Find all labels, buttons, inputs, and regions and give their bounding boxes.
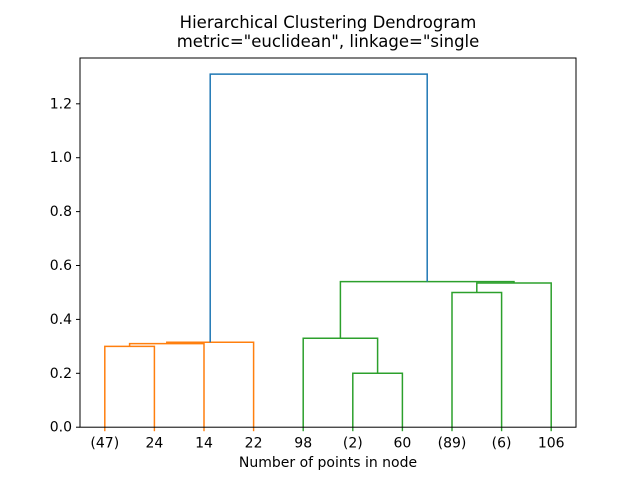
x-axis-label: Number of points in node <box>238 455 418 471</box>
y-axis-ticks <box>76 103 80 428</box>
y-tick-label: 0.6 <box>50 258 72 274</box>
dendrogram-link <box>352 372 404 428</box>
dendrogram-link <box>451 291 503 428</box>
x-tick-label: (47) <box>90 436 119 452</box>
x-tick-label: 60 <box>393 436 411 452</box>
y-tick-label: 1.0 <box>50 150 72 166</box>
y-tick-label: 0.4 <box>50 312 72 328</box>
x-axis-tick-labels: (47) 24 14 22 98 (2) 60 (89) (6) 106 <box>90 436 564 452</box>
y-tick-label: 0.8 <box>50 204 72 220</box>
dendrogram-link <box>302 337 379 428</box>
x-tick-label: 14 <box>195 436 213 452</box>
y-tick-label: 1.2 <box>50 96 72 112</box>
x-tick-label: 22 <box>245 436 263 452</box>
y-tick-label: 0.2 <box>50 366 72 382</box>
dendrogram-link <box>476 282 552 428</box>
dendrogram-link <box>209 73 428 343</box>
dendrogram-link <box>128 342 205 428</box>
x-tick-label: 98 <box>294 436 312 452</box>
x-tick-label: (6) <box>492 436 512 452</box>
chart-title: Hierarchical Clustering Dendrogram <box>179 13 477 32</box>
x-tick-label: (2) <box>343 436 363 452</box>
x-tick-label: 106 <box>538 436 565 452</box>
chart-subtitle: metric="euclidean", linkage="single <box>176 32 480 51</box>
x-axis-ticks <box>104 427 552 432</box>
dendrogram-link <box>339 280 515 339</box>
y-axis-tick-labels: 0.0 0.2 0.4 0.6 0.8 1.0 1.2 <box>50 96 72 435</box>
dendrogram-link <box>104 345 156 428</box>
x-tick-label: (89) <box>438 436 467 452</box>
dendrogram-links <box>104 73 552 428</box>
y-tick-label: 0.0 <box>50 420 72 436</box>
x-tick-label: 24 <box>145 436 163 452</box>
dendrogram-link <box>166 341 255 428</box>
axes-spine-box <box>79 57 577 428</box>
